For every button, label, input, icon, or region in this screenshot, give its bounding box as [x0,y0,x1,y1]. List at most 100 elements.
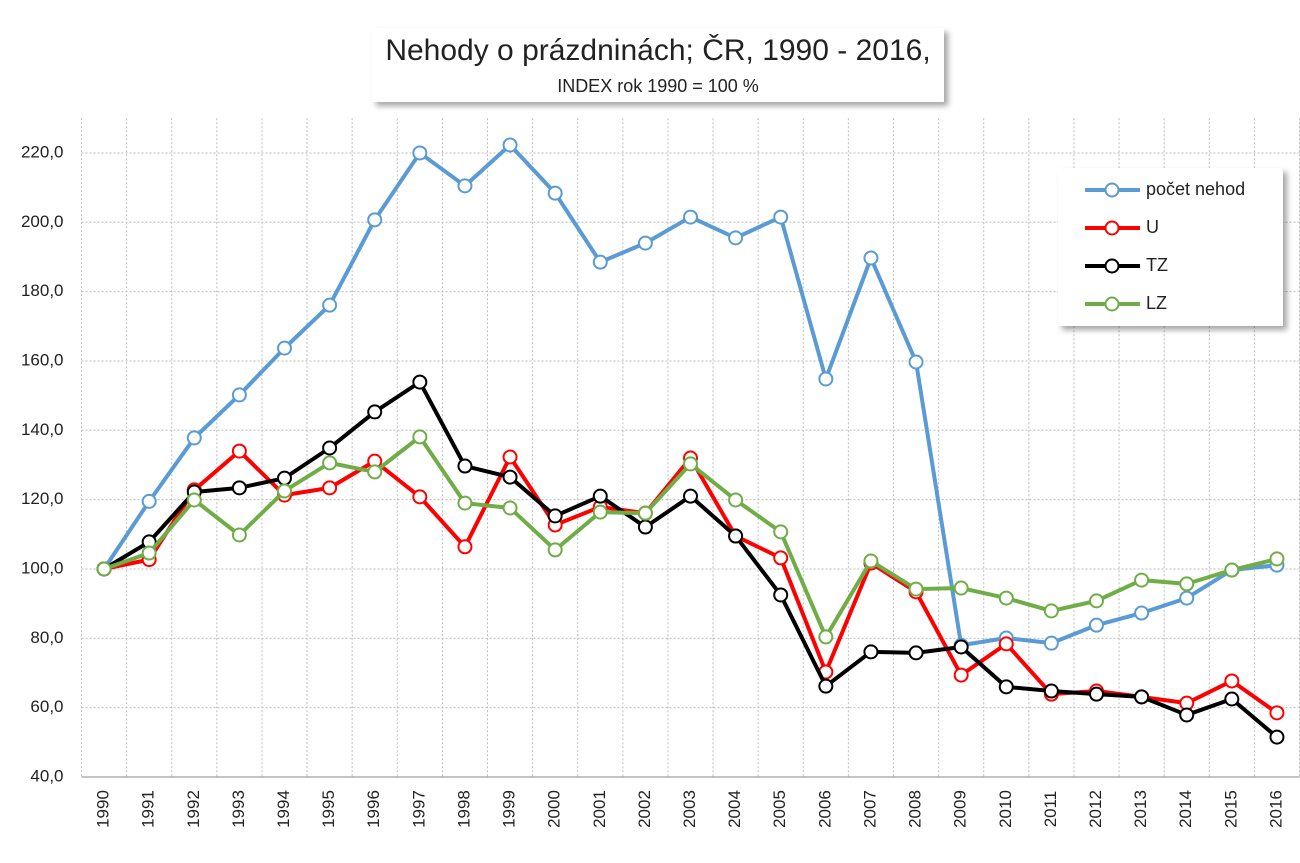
data-point [412,489,428,505]
data-point [141,545,157,561]
x-tick-label: 2011 [1041,791,1060,828]
data-point [96,561,112,577]
data-point [683,488,698,504]
x-tick-label: 2014 [1176,790,1195,828]
data-point [457,458,473,474]
y-tick-label: 40,0 [30,766,63,785]
x-tick-label: 2005 [770,790,789,828]
data-point [186,492,202,508]
data-point [322,440,338,456]
data-point [1089,593,1104,609]
title-box [372,28,944,102]
legend-marker [1104,296,1120,312]
data-point [683,456,698,472]
legend-label: U [1146,217,1159,237]
data-point [186,430,202,446]
x-tick-label: 2016 [1266,790,1285,828]
data-point [502,137,518,153]
x-tick-label: 2013 [1131,790,1150,828]
data-point [773,550,789,566]
data-point [231,387,247,403]
y-tick-label: 180,0 [21,281,64,300]
data-point [322,480,338,496]
data-point [683,209,698,225]
data-point [141,493,157,509]
data-point [231,480,247,496]
series-line [103,380,1279,739]
data-point [322,455,338,471]
x-tick-label: 1991 [139,790,158,828]
data-point [1179,590,1195,606]
data-point [637,505,653,521]
x-tick-label: 1999 [500,790,519,828]
x-tick-label: 2015 [1221,790,1240,828]
data-point [1089,617,1104,633]
data-point [322,297,338,313]
data-point [367,464,383,480]
legend-label: TZ [1146,255,1168,275]
data-point [1043,603,1059,619]
data-point [457,495,473,511]
data-point [231,527,247,543]
chart-subtitle: INDEX rok 1990 = 100 % [557,76,759,96]
legend-box [1058,168,1283,326]
x-tick-label: 2003 [680,790,699,828]
data-point [818,629,834,645]
y-tick-label: 80,0 [30,628,63,647]
data-point [277,483,292,499]
data-point [277,340,292,356]
data-point [998,679,1014,695]
x-tick-label: 2012 [1086,790,1105,828]
data-point [1134,689,1150,705]
data-point [502,500,518,516]
data-point [412,145,428,161]
data-point [1224,691,1240,707]
data-point [412,429,428,445]
data-point [1224,673,1240,689]
data-point [1179,707,1195,723]
data-point [863,644,879,660]
data-point [231,443,247,459]
data-point [728,528,744,544]
y-tick-label: 120,0 [21,489,64,508]
data-point [412,374,428,390]
y-tick-label: 60,0 [30,697,63,716]
legend-marker [1104,258,1120,274]
y-tick-label: 140,0 [21,420,64,439]
data-point [457,178,473,194]
data-point [592,504,608,520]
data-point [1134,572,1150,588]
y-tick-label: 220,0 [21,142,64,161]
data-point [457,539,473,555]
x-tick-label: 1993 [229,790,248,828]
plot [96,137,1285,745]
x-tick-label: 2000 [545,790,564,828]
x-tick-label: 2009 [951,790,970,828]
data-point [547,508,563,524]
data-point [367,212,383,228]
data-point [728,492,744,508]
data-point [502,469,518,485]
data-point [773,587,789,603]
x-tick-label: 1992 [184,790,203,828]
legend-marker [1104,220,1120,236]
x-tick-label: 1997 [409,790,428,828]
data-point [1224,562,1240,578]
data-point [998,590,1014,606]
data-point [1269,705,1285,721]
data-point [953,667,969,683]
data-point [773,209,789,225]
data-point [908,354,924,370]
data-point [1043,683,1059,699]
data-point [863,553,879,569]
x-tick-label: 2010 [996,790,1015,828]
legend-marker [1104,182,1120,198]
data-point [908,645,924,661]
data-point [1134,605,1150,621]
data-point [1089,686,1104,702]
data-point [1269,729,1285,745]
x-tick-label: 2006 [815,790,834,828]
data-point [908,581,924,597]
y-tick-label: 200,0 [21,212,64,231]
